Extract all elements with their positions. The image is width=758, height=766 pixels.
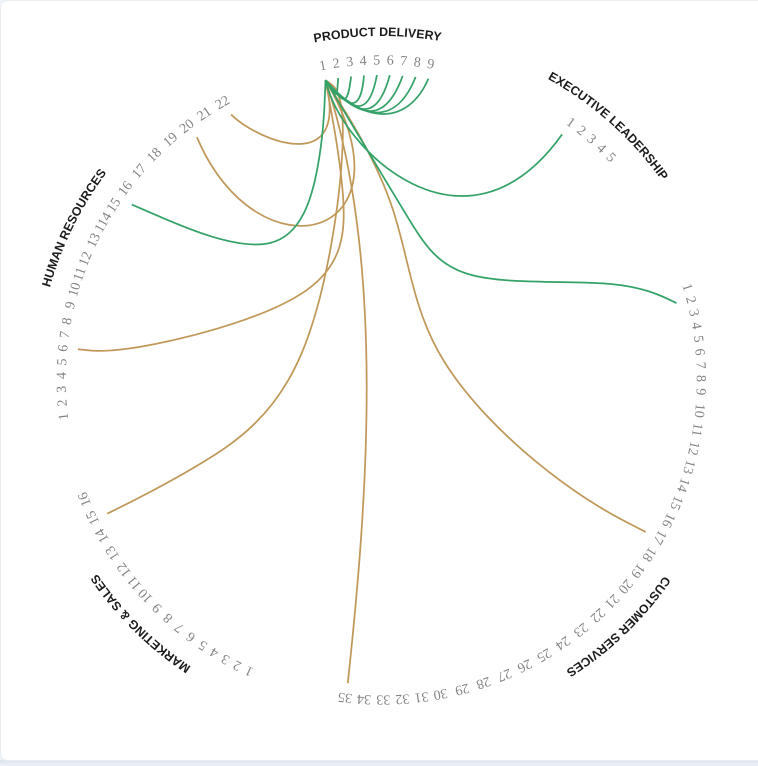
svg-text:1: 1 (57, 412, 73, 421)
svg-text:15: 15 (104, 196, 124, 216)
svg-text:2: 2 (55, 399, 70, 407)
svg-text:28: 28 (474, 673, 492, 692)
svg-text:6: 6 (691, 348, 707, 356)
svg-text:4: 4 (55, 372, 70, 379)
svg-text:5: 5 (690, 335, 706, 344)
svg-text:14: 14 (93, 526, 113, 546)
svg-text:7: 7 (58, 330, 74, 339)
svg-text:15: 15 (666, 493, 685, 512)
svg-text:34: 34 (357, 691, 372, 707)
svg-text:11: 11 (688, 422, 705, 438)
svg-text:12: 12 (77, 250, 96, 269)
svg-text:3: 3 (345, 55, 353, 71)
svg-text:17: 17 (649, 527, 669, 547)
svg-text:8: 8 (60, 316, 76, 326)
svg-text:5: 5 (55, 358, 70, 366)
svg-text:29: 29 (453, 680, 470, 698)
svg-text:5: 5 (373, 53, 380, 68)
svg-text:21: 21 (195, 104, 215, 124)
svg-text:1: 1 (318, 58, 328, 74)
svg-text:4: 4 (688, 321, 704, 330)
svg-text:15: 15 (84, 508, 104, 527)
svg-text:9: 9 (692, 388, 707, 396)
svg-text:3: 3 (55, 386, 70, 393)
svg-text:16: 16 (658, 510, 678, 529)
svg-text:8: 8 (693, 375, 708, 382)
svg-text:10: 10 (66, 281, 84, 299)
svg-text:4: 4 (359, 54, 367, 69)
svg-text:12: 12 (684, 440, 702, 457)
svg-text:9: 9 (426, 57, 435, 73)
svg-text:9: 9 (63, 300, 79, 310)
svg-text:25: 25 (534, 644, 554, 664)
svg-text:22: 22 (213, 93, 233, 113)
svg-text:1: 1 (678, 282, 694, 293)
svg-text:7: 7 (692, 361, 707, 369)
svg-text:13: 13 (103, 543, 123, 563)
svg-text:26: 26 (515, 655, 534, 675)
svg-text:13: 13 (84, 231, 104, 250)
svg-text:16: 16 (76, 490, 95, 509)
svg-text:6: 6 (386, 54, 393, 69)
svg-text:30: 30 (432, 685, 449, 702)
svg-text:32: 32 (395, 690, 410, 706)
svg-text:33: 33 (376, 691, 390, 706)
svg-text:35: 35 (337, 689, 353, 705)
svg-text:14: 14 (673, 476, 692, 494)
svg-text:7: 7 (400, 54, 408, 69)
svg-text:8: 8 (413, 55, 422, 71)
svg-text:31: 31 (414, 688, 430, 705)
svg-text:27: 27 (495, 665, 514, 684)
svg-text:2: 2 (682, 295, 698, 306)
svg-text:18: 18 (639, 544, 659, 564)
svg-text:6: 6 (56, 344, 72, 352)
svg-text:2: 2 (332, 56, 341, 72)
svg-text:11: 11 (71, 265, 90, 283)
svg-text:3: 3 (685, 308, 701, 318)
svg-text:13: 13 (679, 458, 697, 476)
svg-text:10: 10 (691, 403, 707, 418)
